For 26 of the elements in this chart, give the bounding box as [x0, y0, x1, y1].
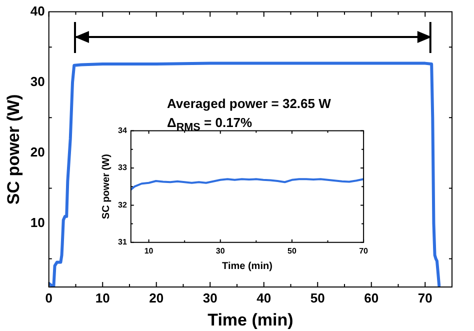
x-tick-label: 40 [256, 290, 272, 306]
x-tick-label: 10 [144, 246, 154, 256]
x-tick-label: 30 [216, 246, 226, 256]
y-tick-label: 20 [30, 144, 45, 160]
x-tick-label: 50 [288, 246, 297, 256]
y-tick-label: 10 [30, 215, 45, 230]
y-tick-label: 31 [118, 238, 128, 247]
x-tick-label: 10 [95, 290, 110, 306]
y-tick-label: 30 [30, 74, 45, 89]
y-axis-title: SC power (W) [100, 154, 112, 220]
y-axis-title: SC power (W) [4, 94, 23, 205]
x-tick-label: 70 [359, 246, 369, 256]
y-tick-label: 32 [118, 200, 128, 210]
x-tick-label: 50 [310, 290, 325, 306]
x-axis-title: Time (min) [222, 260, 272, 272]
y-tick-label: 34 [118, 126, 128, 136]
annotation: Δ$_{RMS}$ = 0.17% [167, 115, 252, 134]
x-tick-label: 60 [364, 290, 379, 306]
x-tick-label: 70 [418, 290, 432, 306]
x-axis-title: Time (min) [208, 310, 294, 330]
x-tick-label: 20 [149, 290, 164, 306]
x-tick-label: 0 [45, 290, 52, 306]
x-tick-label: 30 [202, 290, 218, 306]
annotation: Averaged power = 32.65 W [167, 96, 331, 111]
y-tick-label: 33 [118, 163, 128, 172]
y-tick-label: 40 [30, 3, 45, 18]
